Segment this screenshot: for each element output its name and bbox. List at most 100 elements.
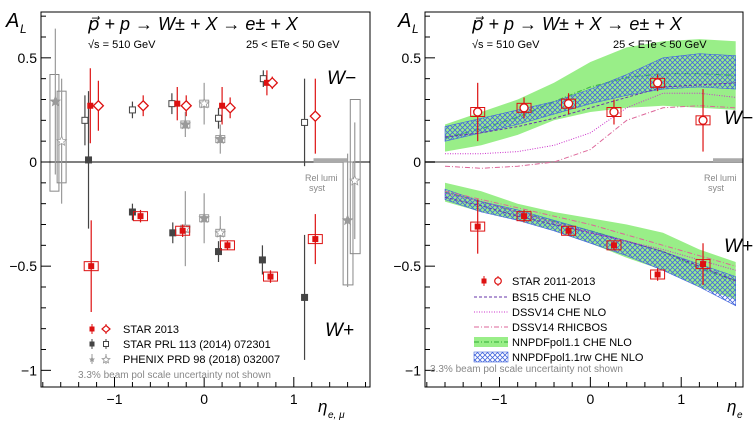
left-legend-marker-star2013: [89, 324, 111, 334]
right-star-wplus-0-sysbox: [470, 221, 486, 232]
left-star2013-wminus-filled-0: [87, 102, 94, 109]
right-xtick-label-1: 0: [586, 391, 594, 407]
left-plot-frame: [40, 11, 371, 388]
left-star2013-wplus-5: [312, 236, 319, 243]
left-phenix-point-4: [214, 133, 227, 144]
right-star-wplus-5-sysbox: [695, 259, 711, 270]
right-axes: 0.5 0 −0.5 −1 −1 0 1: [393, 15, 737, 407]
left-star2014-wplus-5: [301, 293, 309, 301]
left-star2014-wplus-4: [258, 256, 266, 264]
right-star-wminus-0: [473, 107, 483, 117]
left-xtick-label-0: −1: [107, 391, 123, 407]
right-star-wplus-2-sysbox: [561, 225, 577, 236]
right-star-wminus-3: [609, 107, 619, 117]
right-star-wplus-2: [565, 227, 572, 234]
right-legend-label-1: BS15 CHE NLO: [512, 292, 591, 304]
left-star2013-wplus-2: [179, 227, 186, 234]
left-phenix-sysbox-a: [49, 74, 60, 192]
left-y-axis-symbol: A: [5, 10, 19, 32]
right-legend-label-2: DSSV14 CHE NLO: [512, 307, 607, 319]
left-pol-scale-note: 3.3% beam pol scale uncertainty not show…: [78, 370, 271, 381]
right-pol-scale-note: 3.3% beam pol scale uncertainty not show…: [430, 364, 623, 375]
left-phenix-point-2: [179, 118, 192, 130]
left-star2013-wminus-open-0: [92, 99, 105, 112]
left-legend-label-0: STAR 2013: [123, 324, 179, 336]
left-star2013-wplus-3-sysbox: [219, 240, 235, 251]
right-ytick-label-0: 0.5: [402, 50, 422, 66]
left-star2014-wminus-1: [128, 106, 136, 114]
right-data-layer: [425, 39, 743, 307]
left-ytick-label-2: −0.5: [9, 258, 37, 274]
left-ytick-label-1: 0: [29, 154, 37, 170]
left-legend-label-1: STAR PRL 113 (2014) 072301: [123, 339, 271, 351]
right-plot-frame: [424, 11, 744, 388]
right-xtick-label-0: −1: [492, 391, 508, 407]
left-phenix-point-3: [198, 97, 210, 109]
left-y-axis-subscript: L: [20, 22, 27, 36]
right-legend-label-4: NNPDFpol1.1 CHE NLO: [512, 337, 632, 349]
right-legend-label-0: STAR 2011-2013: [512, 276, 595, 288]
left-star2013-wplus-5-sysbox: [307, 234, 323, 245]
left-star2014-wplus-3: [214, 248, 222, 256]
left-phenix-sysbox-d: [349, 99, 361, 255]
left-ytick-label-0: 0.5: [18, 50, 38, 66]
left-star2013-wminus-open-1: [137, 99, 150, 112]
left-star2014-wminus-2: [168, 100, 176, 108]
right-dssv-line-wplus: [444, 192, 736, 271]
left-legend-marker-phenix: [89, 354, 111, 364]
left-star2013-wplus-4: [267, 273, 274, 280]
left-xtick-label-1: 0: [200, 391, 208, 407]
left-star2013-wminus-filled-2: [219, 102, 226, 109]
right-legend: STAR 2011-2013 BS15 CHE NLO DSSV14 CHE N…: [473, 276, 644, 364]
right-nnpdfrw-band-wminus: [444, 53, 736, 142]
right-rel-lumi-label-1: Rel lumi: [704, 173, 737, 183]
right-rhicbos-line-wminus: [444, 105, 736, 169]
left-star2013-wplus-3: [224, 242, 231, 249]
right-star-wplus-1-sysbox: [516, 211, 532, 222]
left-star2013-wplus-2-sysbox: [175, 225, 191, 236]
left-rel-lumi-label-2: syst: [309, 183, 326, 193]
right-legend-swatch-nnpdfrw: [473, 351, 509, 363]
right-dssv-line-wminus: [445, 92, 736, 155]
right-star-wplus-0: [474, 223, 481, 230]
right-et-cut-label: 25 < ETe < 50 GeV: [613, 39, 707, 51]
left-axes: 0.5 0 −0.5 −1 −1 0 1: [9, 15, 367, 407]
right-wminus-label: W−: [724, 108, 753, 129]
left-phenix-point-9: [349, 174, 361, 186]
left-star2013-wminus-open-2: [180, 99, 193, 112]
left-rel-lumi-label-1: Rel lumi: [305, 173, 338, 183]
right-star-wplus-4: [654, 271, 661, 278]
left-legend-marker-star2014: [89, 339, 109, 349]
right-wplus-label: W+: [724, 236, 753, 257]
right-rel-lumi-band: [713, 158, 743, 163]
left-star2013-wminus-filled-1: [174, 100, 181, 107]
right-legend-label-3: DSSV14 RHICBOS: [512, 322, 607, 334]
right-panel: 0.5 0 −0.5 −1 −1 0 1 A L η e p⃗ + p → W± + X →…: [393, 10, 753, 421]
left-legend: STAR 2013 STAR PRL 113 (2014) 072301 PHE…: [89, 324, 280, 366]
right-sqrt-s-label: √s = 510 GeV: [472, 39, 540, 51]
left-star2013-wplus-0-sysbox: [83, 261, 99, 272]
left-wplus-label: W+: [325, 320, 354, 341]
left-xtick-label-2: 1: [290, 391, 298, 407]
right-legend-swatch-nnpdf: [474, 337, 508, 347]
left-star2014-wminus-3: [214, 114, 222, 122]
left-star2013-wplus-1: [137, 213, 144, 220]
left-star2013-wminus-open-4: [266, 76, 279, 89]
left-star2013-wplus-1-sysbox: [133, 211, 149, 222]
left-sqrt-s-label: √s = 510 GeV: [88, 39, 156, 51]
left-reaction-label: p⃗ + p → W± + X → e± + X: [87, 14, 299, 34]
right-star-wplus-3-sysbox: [606, 240, 622, 251]
left-et-cut-label: 25 < ETe < 50 GeV: [246, 39, 340, 51]
left-phenix-point-1: [55, 135, 68, 147]
left-star2013-wplus-0: [88, 263, 95, 270]
left-legend-label-2: PHENIX PRD 98 (2018) 032007: [123, 354, 280, 366]
left-x-axis-symbol: η: [318, 397, 327, 416]
right-ytick-label-1: 0: [413, 154, 421, 170]
right-ytick-label-3: −1: [405, 362, 421, 378]
left-star2014-wplus-2: [169, 229, 177, 237]
left-rel-lumi-band: [313, 158, 348, 163]
right-reaction-label: p⃗ + p → W± + X → e± + X: [471, 14, 683, 34]
left-star2013-wplus-4-sysbox: [262, 271, 278, 282]
right-y-axis-subscript: L: [412, 22, 419, 36]
right-bs15-line-wplus: [444, 196, 736, 282]
